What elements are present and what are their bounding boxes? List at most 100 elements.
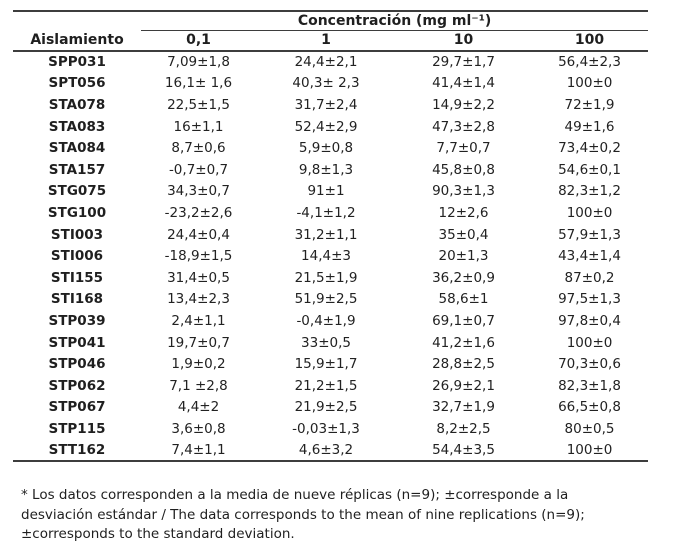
- value-cell-1: 40,3± 2,3: [292, 75, 360, 92]
- table-row: SPP031 7,09±1,8 24,4±2,1 29,7±1,7 56,4±2…: [13, 51, 648, 73]
- value-cell-10: 28,8±2,5: [432, 356, 495, 373]
- value-cell-10: 20±1,3: [438, 248, 489, 265]
- table-row: STP039 2,4±1,1 -0,4±1,9 69,1±0,7 97,8±0,…: [13, 310, 648, 332]
- value-cell-100: 49±1,6: [564, 118, 615, 135]
- isolate-id: STP062: [48, 377, 106, 394]
- isolate-id: STG075: [47, 183, 107, 200]
- value-cell-10: 69,1±0,7: [432, 312, 495, 329]
- value-cell-1: 21,5±1,9: [294, 269, 358, 286]
- value-cell-100: 97,8±0,4: [558, 312, 621, 329]
- value-cell-100: 97,5±1,3: [558, 291, 621, 308]
- value-cell-1: 14,4±3: [301, 248, 351, 265]
- value-cell-1: 21,2±1,5: [294, 377, 358, 394]
- table-row: STP067 4,4±2 21,9±2,5 32,7±1,9 66,5±0,8: [13, 397, 648, 419]
- footnote-line-3: ±corresponds to the standard deviation.: [21, 526, 295, 543]
- table-row: SPT056 16,1± 1,6 40,3± 2,3 41,4±1,4 100±…: [13, 73, 648, 95]
- value-cell-1: 21,9±2,5: [294, 399, 358, 416]
- isolate-column-header: Aislamiento: [13, 30, 141, 52]
- value-cell-0-1: 7,1 ±2,8: [169, 377, 228, 394]
- value-cell-1: 51,9±2,5: [294, 291, 358, 308]
- value-cell-10: 45,8±0,8: [432, 161, 495, 178]
- value-cell-0-1: 24,4±0,4: [167, 226, 230, 243]
- value-cell-100: 56,4±2,3: [558, 54, 621, 71]
- table-row: STP115 3,6±0,8 -0,03±1,3 8,2±2,5 80±0,5: [13, 418, 648, 440]
- value-cell-10: 36,2±0,9: [432, 269, 495, 286]
- table-row: STA084 8,7±0,6 5,9±0,8 7,7±0,7 73,4±0,2: [13, 137, 648, 159]
- value-cell-1: 5,9±0,8: [298, 140, 354, 157]
- value-cell-1: 4,6±3,2: [298, 441, 354, 458]
- results-table: Concentración (mg ml⁻¹) Aislamiento 0,1 …: [13, 10, 649, 463]
- isolate-id: STP115: [48, 420, 106, 437]
- span-header-row: Concentración (mg ml⁻¹): [13, 11, 649, 31]
- value-cell-10: 41,4±1,4: [432, 75, 495, 92]
- value-cell-10: 47,3±2,8: [432, 118, 495, 135]
- isolate-id: STI003: [50, 226, 104, 243]
- value-cell-100: 87±0,2: [564, 269, 615, 286]
- isolate-id: SPT056: [48, 75, 106, 92]
- table-row: STT162 7,4±1,1 4,6±3,2 54,4±3,5 100±0: [13, 440, 648, 462]
- table-row: STI155 31,4±0,5 21,5±1,9 36,2±0,9 87±0,2: [13, 267, 648, 289]
- table-row: STI168 13,4±2,3 51,9±2,5 58,6±1 97,5±1,3: [13, 289, 648, 311]
- value-cell-100: 73,4±0,2: [558, 140, 621, 157]
- value-cell-1: 24,4±2,1: [294, 54, 358, 71]
- value-cell-0-1: 7,09±1,8: [167, 54, 230, 71]
- isolate-id: STT162: [48, 441, 106, 458]
- value-cell-10: 90,3±1,3: [432, 183, 495, 200]
- table-row: STA078 22,5±1,5 31,7±2,4 14,9±2,2 72±1,9: [13, 94, 648, 116]
- column-header-10: 10: [396, 30, 531, 52]
- value-cell-0-1: 22,5±1,5: [167, 96, 230, 113]
- value-cell-1: -0,4±1,9: [296, 312, 356, 329]
- value-cell-10: 14,9±2,2: [432, 96, 495, 113]
- table-body: SPP031 7,09±1,8 24,4±2,1 29,7±1,7 56,4±2…: [13, 51, 648, 461]
- paper-table-page: Concentración (mg ml⁻¹) Aislamiento 0,1 …: [13, 10, 649, 543]
- value-cell-0-1: 1,9±0,2: [171, 356, 226, 373]
- value-cell-10: 54,4±3,5: [432, 441, 495, 458]
- value-cell-0-1: 4,4±2: [177, 399, 220, 416]
- value-cell-0-1: -0,7±0,7: [168, 161, 229, 178]
- value-cell-100: 82,3±1,8: [558, 377, 621, 394]
- value-cell-1: 33±0,5: [301, 334, 351, 351]
- isolate-id: STI155: [50, 269, 104, 286]
- table-row: STA083 16±1,1 52,4±2,9 47,3±2,8 49±1,6: [13, 116, 648, 138]
- value-cell-10: 26,9±2,1: [432, 377, 495, 394]
- column-header-100: 100: [531, 30, 649, 52]
- table-row: STG075 34,3±0,7 91±1 90,3±1,3 82,3±1,2: [13, 181, 648, 203]
- table-row: STI006 -18,9±1,5 14,4±3 20±1,3 43,4±1,4: [13, 245, 648, 267]
- isolate-id: STA083: [48, 118, 106, 135]
- table-row: STG100 -23,2±2,6 -4,1±1,2 12±2,6 100±0: [13, 202, 648, 224]
- column-header-0-1: 0,1: [141, 30, 256, 52]
- value-cell-10: 7,7±0,7: [436, 140, 491, 157]
- isolate-id: STP039: [48, 312, 106, 329]
- value-cell-1: 15,9±1,7: [294, 356, 358, 373]
- value-cell-100: 82,3±1,2: [558, 183, 621, 200]
- value-cell-0-1: 7,4±1,1: [171, 441, 226, 458]
- value-cell-0-1: 3,6±0,8: [171, 420, 226, 437]
- value-cell-100: 100±0: [566, 75, 613, 92]
- value-cell-100: 57,9±1,3: [558, 226, 621, 243]
- isolate-id: STA157: [48, 161, 106, 178]
- isolate-id: STA078: [48, 96, 106, 113]
- value-cell-1: 9,8±1,3: [298, 161, 354, 178]
- footnote-line-1: * Los datos corresponden a la media de n…: [21, 487, 569, 504]
- value-cell-1: -0,03±1,3: [292, 420, 360, 437]
- table-row: STI003 24,4±0,4 31,2±1,1 35±0,4 57,9±1,3: [13, 224, 648, 246]
- value-cell-100: 100±0: [566, 334, 613, 351]
- isolate-id: STI006: [50, 248, 104, 265]
- table-row: STP046 1,9±0,2 15,9±1,7 28,8±2,5 70,3±0,…: [13, 353, 648, 375]
- value-cell-0-1: 16±1,1: [173, 118, 224, 135]
- value-cell-100: 54,6±0,1: [558, 161, 621, 178]
- isolate-id: STG100: [47, 204, 107, 221]
- value-cell-10: 12±2,6: [438, 204, 489, 221]
- column-header-1: 1: [256, 30, 396, 52]
- value-cell-100: 66,5±0,8: [558, 399, 621, 416]
- footnote-line-2: desviación estándar / The data correspon…: [21, 506, 585, 523]
- value-cell-10: 35±0,4: [438, 226, 489, 243]
- table-row: STA157 -0,7±0,7 9,8±1,3 45,8±0,8 54,6±0,…: [13, 159, 648, 181]
- value-cell-100: 100±0: [566, 441, 613, 458]
- value-cell-0-1: -23,2±2,6: [164, 204, 233, 221]
- value-cell-0-1: 2,4±1,1: [171, 312, 226, 329]
- isolate-id: STI168: [50, 291, 104, 308]
- value-cell-100: 70,3±0,6: [558, 356, 621, 373]
- value-cell-10: 41,2±1,6: [432, 334, 495, 351]
- value-cell-10: 29,7±1,7: [432, 54, 495, 71]
